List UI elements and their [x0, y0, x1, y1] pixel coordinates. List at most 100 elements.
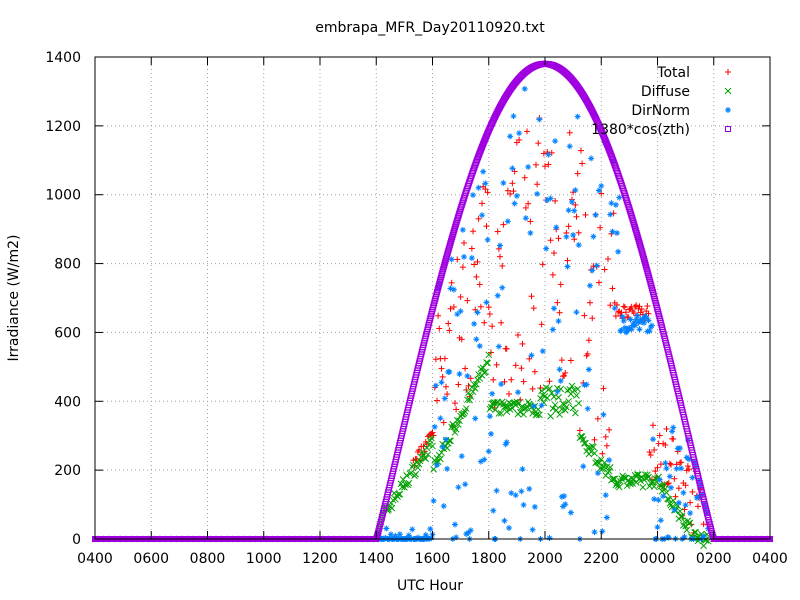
- total-point: [597, 224, 604, 231]
- dirnorm-point: [591, 529, 598, 536]
- dirnorm-point: [493, 487, 500, 494]
- dirnorm-point: [387, 531, 394, 538]
- dirnorm-point: [557, 377, 564, 384]
- dirnorm-point: [553, 224, 560, 231]
- total-point: [435, 312, 442, 319]
- dirnorm-point: [529, 526, 536, 533]
- total-point: [668, 461, 674, 468]
- total-point: [594, 415, 601, 422]
- diffuse-point: [534, 406, 542, 413]
- diffuse-point: [627, 480, 634, 488]
- total-point: [519, 340, 526, 347]
- dirnorm-point: [620, 317, 627, 324]
- dirnorm-point: [660, 493, 667, 500]
- total-point: [539, 261, 546, 268]
- y-tick-label: 1200: [45, 119, 81, 135]
- dirnorm-point: [450, 286, 457, 293]
- diffuse-point: [551, 401, 559, 409]
- total-point: [549, 271, 556, 278]
- diffuse-point: [635, 471, 642, 478]
- diffuse-point: [548, 389, 556, 397]
- dirnorm-point: [663, 465, 670, 472]
- total-point: [581, 312, 588, 319]
- y-tick-label: 400: [54, 394, 81, 410]
- total-point: [682, 482, 689, 489]
- x-tick-label: 1000: [246, 551, 282, 567]
- x-tick-label: 2200: [583, 551, 619, 567]
- dirnorm-point: [555, 318, 562, 325]
- dirnorm-point: [575, 242, 582, 249]
- total-point: [574, 170, 581, 177]
- x-tick-label: 2000: [527, 551, 563, 567]
- total-point: [646, 449, 653, 456]
- total-point: [522, 204, 529, 211]
- diffuse-point: [658, 487, 666, 495]
- dirnorm-point: [584, 405, 591, 412]
- total-point: [647, 452, 654, 459]
- total-point: [457, 293, 464, 300]
- dirnorm-point: [504, 218, 511, 225]
- cos-point: [451, 226, 458, 233]
- diffuse-point: [595, 459, 603, 467]
- dirnorm-point: [471, 320, 478, 327]
- total-point: [503, 345, 510, 352]
- diffuse-point: [395, 491, 403, 498]
- total-point: [607, 302, 614, 309]
- legend-marker: [725, 69, 731, 75]
- dirnorm-point: [488, 430, 494, 437]
- diffuse-point: [524, 398, 532, 406]
- dirnorm-point: [554, 388, 561, 395]
- dirnorm-point: [489, 390, 496, 397]
- dirnorm-point: [508, 490, 515, 497]
- dirnorm-point: [464, 372, 471, 379]
- total-point: [555, 235, 562, 242]
- diffuse-point: [403, 472, 410, 479]
- dirnorm-point: [439, 444, 446, 451]
- cos-point: [626, 207, 633, 214]
- total-point: [485, 304, 492, 311]
- total-point: [589, 315, 596, 322]
- total-point: [623, 309, 629, 316]
- diffuse-point: [533, 411, 541, 418]
- dirnorm-point: [494, 292, 501, 299]
- dirnorm-point: [585, 366, 592, 373]
- total-point: [444, 391, 451, 398]
- diffuse-point: [555, 394, 562, 401]
- total-point: [620, 303, 627, 310]
- total-point: [600, 385, 607, 392]
- diffuse-point: [503, 408, 511, 415]
- total-point: [545, 161, 552, 168]
- dirnorm-point: [680, 489, 687, 496]
- dirnorm-point: [458, 453, 465, 460]
- total-point: [490, 376, 497, 383]
- total-point: [571, 236, 578, 243]
- total-point: [511, 168, 518, 175]
- x-tick-label: 0400: [752, 551, 788, 567]
- total-point: [596, 279, 602, 286]
- total-point: [518, 365, 525, 372]
- dirnorm-point: [462, 481, 469, 488]
- diffuse-point: [455, 421, 462, 428]
- dirnorm-point: [455, 484, 462, 491]
- dirnorm-point: [503, 439, 510, 446]
- total-point: [482, 186, 489, 193]
- diffuse-point: [430, 465, 437, 473]
- dirnorm-point: [475, 184, 482, 191]
- x-tick-label: 0000: [640, 551, 676, 567]
- cos-point: [627, 209, 634, 216]
- total-point: [467, 375, 474, 382]
- dirnorm-point: [545, 151, 552, 158]
- dirnorm-point: [671, 506, 678, 513]
- dirnorm-point: [615, 248, 622, 255]
- diffuse-point: [469, 388, 477, 396]
- x-tick-label: 1800: [471, 551, 507, 567]
- diffuse-point: [471, 385, 479, 392]
- total-point: [515, 331, 521, 338]
- total-point: [564, 257, 571, 264]
- y-tick-label: 600: [54, 325, 81, 341]
- dirnorm-point: [565, 207, 572, 214]
- diffuse-point: [422, 455, 430, 463]
- diffuse-point: [438, 449, 445, 456]
- diffuse-point: [396, 490, 404, 498]
- total-point: [633, 302, 640, 309]
